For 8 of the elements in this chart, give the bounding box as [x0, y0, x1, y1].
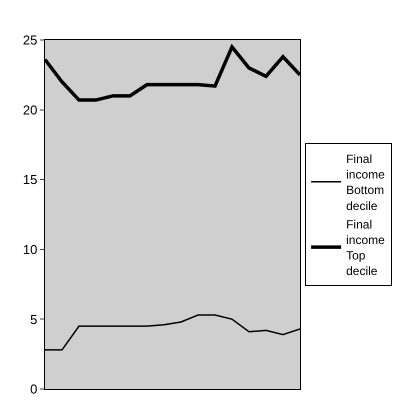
- y-tick-label: 5: [30, 312, 38, 327]
- y-tick-label: 20: [22, 102, 38, 118]
- legend-label: Final income Bottom decile: [346, 152, 386, 213]
- y-tick-label: 15: [22, 172, 38, 188]
- y-tick-label: 10: [22, 242, 38, 257]
- legend-label: Final income Top decile: [346, 217, 386, 278]
- y-tick-label: 0: [30, 382, 38, 397]
- y-tick-label: 25: [22, 32, 38, 48]
